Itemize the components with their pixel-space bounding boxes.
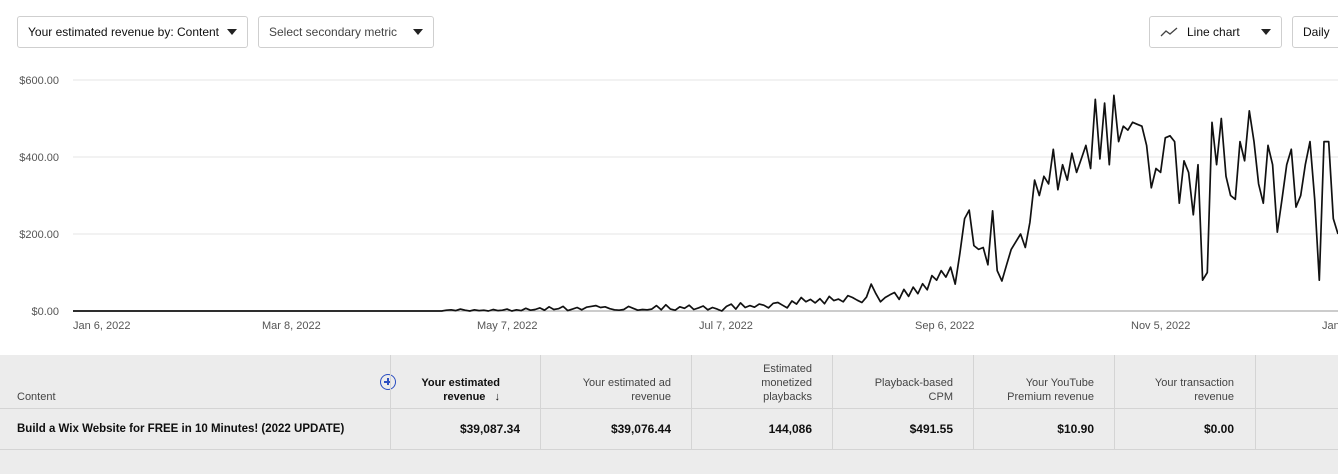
header-cpm[interactable]: Playback-based CPM — [874, 377, 953, 403]
y-tick-label: $600.00 — [19, 75, 59, 87]
y-tick-label: $200.00 — [19, 229, 59, 241]
cell-cpm: $491.55 — [909, 422, 953, 436]
secondary-metric-label: Select secondary metric — [269, 25, 398, 39]
chart-canvas: $600.00 $400.00 $200.00 $0.00 Jan 6, 2022 Mar… — [19, 75, 1338, 332]
table-row[interactable]: Build a Wix Website for FREE in 10 Minut… — [0, 409, 1338, 450]
line-chart-icon — [1160, 27, 1178, 37]
revenue-table: Content Your estimated revenue ↓ Your es… — [0, 355, 1338, 474]
chart-type-dropdown[interactable]: Line chart — [1149, 16, 1282, 48]
column-divider — [1255, 355, 1256, 449]
caret-down-icon — [1261, 29, 1271, 35]
column-divider — [691, 355, 692, 449]
add-metric-icon[interactable] — [380, 374, 396, 390]
primary-metric-dropdown[interactable]: Your estimated revenue by: Content — [17, 16, 248, 48]
x-tick-label: Mar 8, 2022 — [262, 320, 321, 332]
column-divider — [1114, 355, 1115, 449]
x-tick-label: Sep 6, 2022 — [915, 320, 974, 332]
header-transaction-revenue[interactable]: Your transaction revenue — [1154, 377, 1234, 403]
revenue-series-line[interactable] — [73, 94, 1338, 312]
caret-down-icon — [227, 29, 237, 35]
secondary-metric-dropdown[interactable]: Select secondary metric — [258, 16, 434, 48]
y-tick-label: $0.00 — [31, 306, 59, 318]
column-divider — [540, 355, 541, 449]
x-tick-label: Jan 6, 2022 — [73, 320, 131, 332]
y-tick-label: $400.00 — [19, 152, 59, 164]
sort-down-arrow-icon: ↓ — [494, 391, 501, 403]
table-header-row: Content Your estimated revenue ↓ Your es… — [0, 355, 1338, 409]
column-divider — [390, 355, 391, 449]
granularity-label: Daily — [1303, 25, 1330, 39]
cell-ad-revenue: $39,076.44 — [610, 422, 671, 436]
column-divider — [832, 355, 833, 449]
caret-down-icon — [413, 29, 423, 35]
x-tick-label: May 7, 2022 — [477, 320, 538, 332]
x-tick-label: Jul 7, 2022 — [699, 320, 753, 332]
cell-premium-revenue: $10.90 — [1057, 422, 1094, 436]
cell-est-revenue: $39,087.34 — [459, 422, 520, 436]
granularity-dropdown[interactable]: Daily — [1292, 16, 1338, 48]
header-est-revenue[interactable]: Your estimated revenue ↓ — [421, 377, 501, 403]
x-tick-label: Jan — [1322, 320, 1338, 332]
primary-metric-label: Your estimated revenue by: Content — [28, 25, 220, 39]
header-monetized-playbacks[interactable]: Estimated monetized playbacks — [761, 363, 812, 403]
header-content: Content — [17, 391, 56, 403]
cell-transaction-revenue: $0.00 — [1203, 422, 1234, 436]
cell-playbacks: 144,086 — [768, 422, 812, 436]
header-premium-revenue[interactable]: Your YouTube Premium revenue — [1007, 377, 1094, 403]
x-tick-label: Nov 5, 2022 — [1131, 320, 1190, 332]
column-divider — [973, 355, 974, 449]
revenue-line-chart: $600.00 $400.00 $200.00 $0.00 Jan 6, 2022 Mar… — [0, 60, 1338, 350]
video-title-link[interactable]: Build a Wix Website for FREE in 10 Minut… — [17, 423, 345, 435]
header-ad-revenue[interactable]: Your estimated ad revenue — [582, 377, 671, 403]
chart-type-label: Line chart — [1187, 25, 1240, 39]
